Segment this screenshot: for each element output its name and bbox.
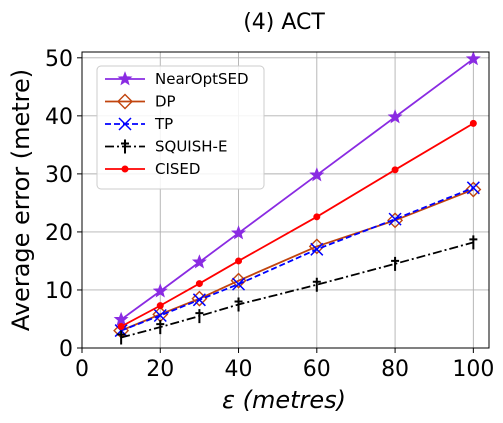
data-point bbox=[192, 293, 206, 307]
x-tick-label: 60 bbox=[303, 357, 331, 382]
data-point bbox=[465, 181, 482, 198]
series-squish-e bbox=[117, 235, 478, 345]
y-tick-label: 10 bbox=[45, 279, 73, 304]
plot-frame bbox=[81, 51, 490, 349]
series-line bbox=[120, 188, 474, 332]
data-point bbox=[191, 290, 208, 307]
legend-marker bbox=[121, 165, 129, 173]
x-tick-label: 0 bbox=[75, 357, 89, 382]
legend-label: NearOptSED bbox=[155, 70, 249, 88]
y-tick-label: 0 bbox=[59, 337, 73, 362]
data-point bbox=[313, 213, 321, 221]
legend-label: SQUISH-E bbox=[155, 138, 227, 156]
y-axis-label: Average error (metre) bbox=[7, 69, 35, 331]
legend: NearOptSED DP TP SQUISH-E CISED bbox=[96, 65, 265, 190]
legend-label: DP bbox=[155, 93, 176, 111]
legend-item: DP bbox=[105, 93, 176, 111]
x-axis-label: ε (metres) bbox=[222, 386, 346, 414]
data-point bbox=[235, 257, 243, 265]
data-point bbox=[156, 302, 164, 310]
data-point bbox=[153, 308, 167, 323]
legend-item: CISED bbox=[105, 160, 200, 178]
y-tick-label: 40 bbox=[45, 105, 73, 130]
data-point bbox=[310, 242, 324, 256]
x-tick-label: 80 bbox=[381, 357, 409, 382]
data-point bbox=[469, 235, 478, 250]
legend-label: TP bbox=[154, 115, 173, 133]
data-point bbox=[309, 167, 325, 182]
series-nearoptsed bbox=[113, 51, 481, 326]
data-point bbox=[230, 272, 247, 289]
data-point bbox=[391, 256, 400, 271]
x-axis: 0 20 40 60 80 100 bbox=[75, 348, 494, 382]
chart-title: (4) ACT bbox=[243, 10, 325, 35]
series-layer bbox=[113, 51, 482, 345]
legend-label: CISED bbox=[155, 160, 200, 178]
series-tp bbox=[114, 181, 480, 338]
data-point bbox=[465, 51, 481, 66]
data-point bbox=[156, 320, 165, 335]
x-tick-label: 40 bbox=[225, 357, 253, 382]
legend-marker bbox=[117, 71, 133, 86]
data-point bbox=[117, 330, 126, 345]
legend-item: SQUISH-E bbox=[105, 138, 227, 156]
y-tick-label: 30 bbox=[45, 163, 73, 188]
data-point bbox=[231, 225, 246, 240]
data-point bbox=[234, 297, 243, 312]
data-point bbox=[466, 181, 480, 195]
series-cised bbox=[117, 119, 477, 331]
legend-marker bbox=[117, 93, 133, 110]
data-point bbox=[152, 283, 168, 298]
legend-item: NearOptSED bbox=[105, 70, 249, 88]
data-point bbox=[195, 309, 204, 324]
y-tick-label: 50 bbox=[45, 47, 73, 72]
data-point bbox=[388, 212, 402, 226]
data-point bbox=[191, 254, 207, 269]
legend-box bbox=[96, 65, 265, 190]
series-dp bbox=[113, 181, 482, 339]
legend-item: TP bbox=[105, 115, 173, 133]
data-point bbox=[469, 119, 477, 127]
x-tick-label: 100 bbox=[452, 357, 494, 382]
data-point bbox=[387, 109, 403, 124]
legend-marker bbox=[121, 139, 129, 154]
data-point bbox=[391, 166, 399, 174]
data-point bbox=[117, 323, 125, 331]
series-line bbox=[120, 186, 474, 332]
y-axis: 0 10 20 30 40 50 bbox=[45, 47, 82, 362]
y-tick-label: 20 bbox=[45, 221, 73, 246]
x-tick-label: 20 bbox=[146, 357, 174, 382]
data-point bbox=[312, 277, 321, 292]
data-point bbox=[232, 277, 246, 291]
x-axis-label-symbol: ε bbox=[222, 386, 235, 414]
data-point bbox=[113, 311, 129, 326]
legend-marker bbox=[118, 117, 132, 131]
x-axis-label-unit: (metres) bbox=[243, 386, 346, 414]
data-point bbox=[195, 280, 203, 288]
